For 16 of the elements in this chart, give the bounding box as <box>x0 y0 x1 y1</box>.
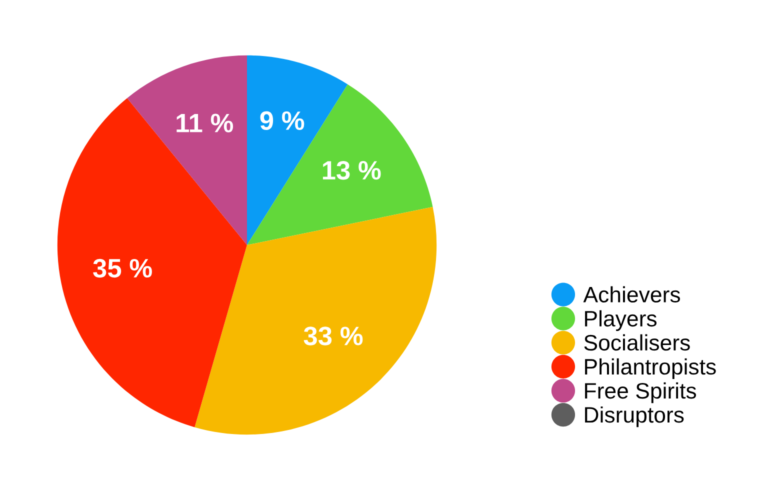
pie-slice <box>57 98 247 428</box>
data-label: 11 % <box>176 114 234 132</box>
pie-slice <box>194 206 437 435</box>
data-label: 9 % <box>260 111 304 130</box>
legend-label: Free Spirits <box>585 382 696 404</box>
legend-label: Achievers <box>583 286 680 303</box>
pie-slice <box>127 55 247 245</box>
data-label: 35 % <box>93 258 152 278</box>
legend-label: Players <box>585 310 657 331</box>
legend-label: Disruptors <box>585 406 684 428</box>
data-label: 33 % <box>304 326 363 346</box>
legend-label: Philantropists <box>585 358 716 380</box>
pie-slice <box>247 55 348 245</box>
legend-label: Socialisers <box>584 334 690 351</box>
pie-slice <box>247 84 433 245</box>
data-label: 13 % <box>322 160 381 180</box>
